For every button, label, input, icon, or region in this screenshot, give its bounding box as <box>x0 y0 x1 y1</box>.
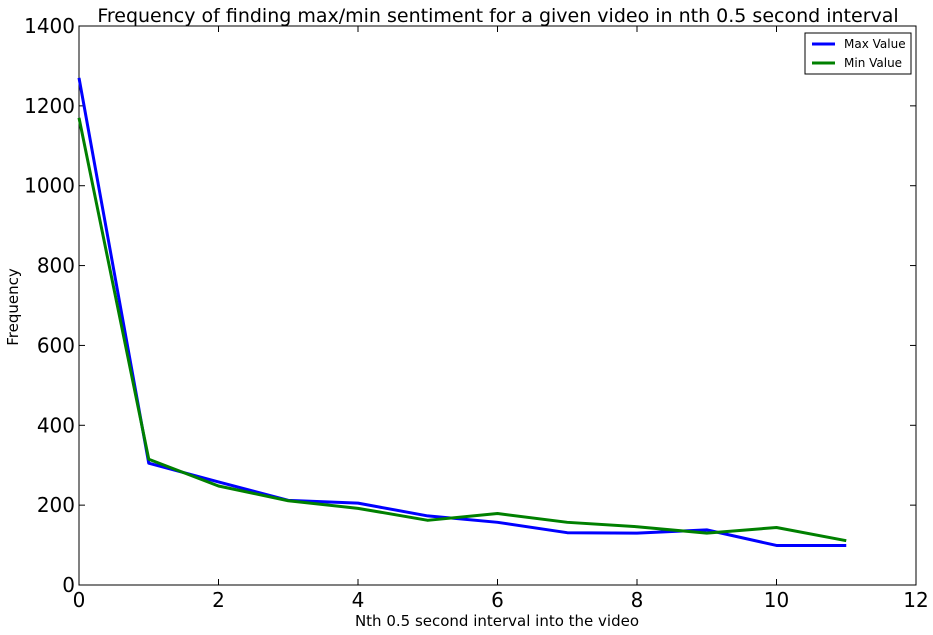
y-axis-label: Frequency <box>4 268 22 346</box>
y-tick-label: 0 <box>62 573 75 597</box>
x-axis-label: Nth 0.5 second interval into the video <box>355 612 639 630</box>
y-tick-label: 1400 <box>24 14 75 38</box>
legend-label: Min Value <box>844 56 902 70</box>
y-tick-label: 1000 <box>24 174 75 198</box>
x-tick-label: 12 <box>903 588 928 612</box>
plot-area <box>78 25 917 586</box>
x-tick-label: 10 <box>764 588 789 612</box>
x-tick-label: 2 <box>212 588 225 612</box>
series-line-min-value <box>77 117 847 543</box>
y-tick-label: 1200 <box>24 94 75 118</box>
x-axis: 0 2 4 6 8 10 12 <box>73 26 929 612</box>
x-tick-label: 0 <box>73 588 86 612</box>
x-tick-label: 4 <box>352 588 365 612</box>
x-tick-label: 6 <box>491 588 504 612</box>
y-tick-label: 800 <box>37 254 75 278</box>
series-lines <box>77 77 847 547</box>
y-tick-label: 200 <box>37 493 75 517</box>
y-tick-label: 600 <box>37 333 75 357</box>
plot-frame <box>78 25 917 586</box>
legend: Max Value Min Value <box>804 32 912 75</box>
y-tick-label: 400 <box>37 413 75 437</box>
y-axis: 0 200 400 600 800 1000 1200 1400 <box>24 14 916 597</box>
chart-title: Frequency of finding max/min sentiment f… <box>97 5 898 27</box>
legend-box <box>804 32 912 75</box>
legend-label: Max Value <box>844 37 906 51</box>
x-tick-label: 8 <box>631 588 644 612</box>
